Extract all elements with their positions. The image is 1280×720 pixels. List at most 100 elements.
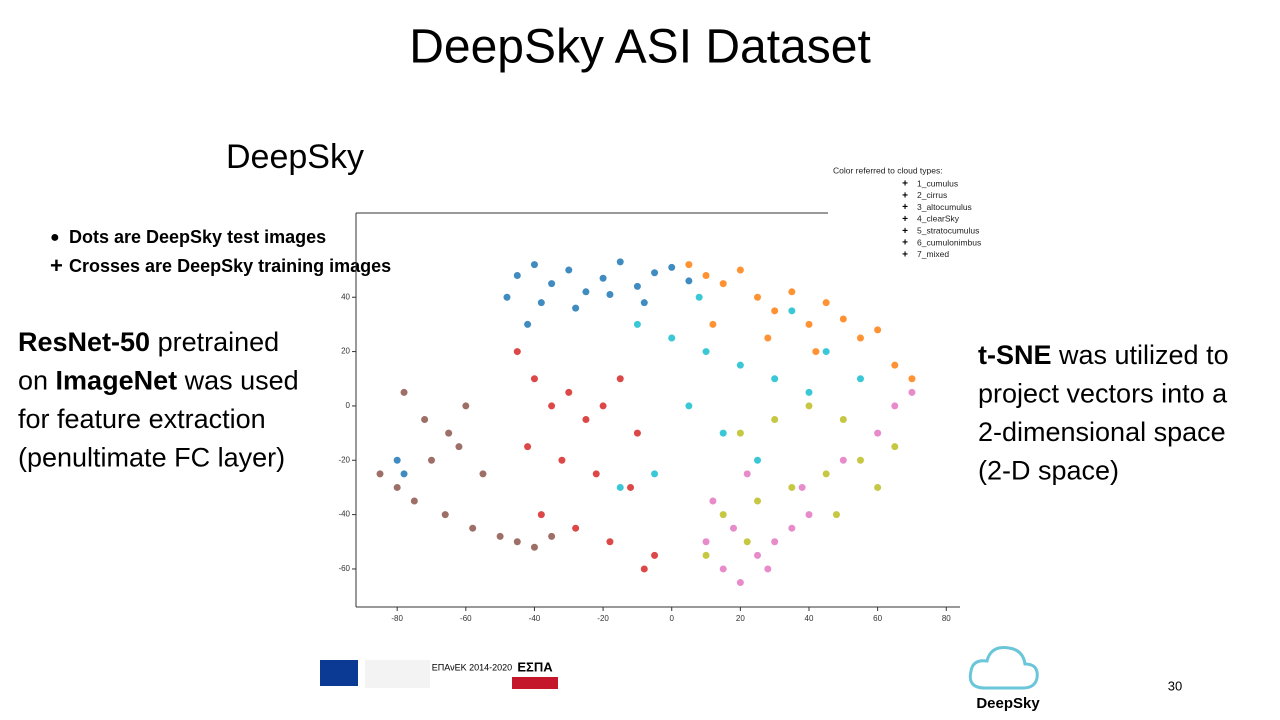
scatter-point [788, 307, 796, 315]
text-segment: ImageNet [56, 366, 178, 396]
y-tick-label: -40 [338, 510, 350, 519]
scatter-point [651, 551, 659, 559]
legend-marker: + [902, 226, 908, 237]
scatter-point [754, 497, 762, 505]
scatter-point [524, 443, 532, 451]
scatter-point [530, 543, 538, 551]
scatter-point [743, 470, 751, 478]
scatter-point [764, 334, 772, 342]
scatter-point [891, 443, 899, 451]
logo-text: DeepSky [976, 695, 1040, 712]
legend-marker: + [902, 190, 908, 201]
scatter-point [822, 299, 830, 307]
scatter-point [764, 565, 772, 573]
scatter-point [616, 375, 624, 383]
scatter-point [754, 293, 762, 301]
scatter-point [627, 483, 635, 491]
scatter-point [709, 497, 717, 505]
scatter-point [874, 429, 882, 437]
scatter-point [606, 291, 614, 299]
scatter-point [633, 429, 641, 437]
paragraph-line: (2-D space) [978, 456, 1119, 486]
text-segment: was used [177, 366, 299, 396]
scatter-point [856, 334, 864, 342]
scatter-point [633, 282, 641, 290]
scatter-point [788, 524, 796, 532]
scatter-point [537, 299, 545, 307]
scatter-point [565, 266, 573, 274]
scatter-point [410, 497, 418, 505]
text-segment: pretrained [150, 327, 279, 357]
paragraph-line: t-SNE was utilized to [978, 340, 1229, 370]
scatter-point [736, 579, 744, 587]
scatter-point [582, 288, 590, 296]
scatter-point [736, 361, 744, 369]
scatter-point [685, 261, 693, 269]
scatter-point [822, 470, 830, 478]
x-tick-label: 40 [805, 614, 814, 623]
scatter-point [633, 320, 641, 328]
scatter-point [479, 470, 487, 478]
paragraph-line: for feature extraction [18, 404, 266, 434]
scatter-point [572, 304, 580, 312]
x-tick-label: 60 [873, 614, 882, 623]
text-segment: ResNet-50 [18, 327, 150, 357]
scatter-point [421, 416, 429, 424]
scatter-point [548, 532, 556, 540]
eu-flag [320, 660, 358, 686]
legend-title: Color referred to cloud types: [833, 165, 943, 175]
scatter-point [856, 456, 864, 464]
x-tick-label: 0 [670, 614, 675, 623]
scatter-point [530, 375, 538, 383]
scatter-point [754, 456, 762, 464]
scatter-point [908, 388, 916, 396]
sponsor: ΕΣΠΑ [517, 659, 553, 674]
bullet-symbol: ● [50, 229, 60, 246]
scatter-point [572, 524, 580, 532]
x-tick-label: -40 [529, 614, 541, 623]
legend-marker: + [902, 249, 908, 260]
scatter-point [709, 320, 717, 328]
paragraph-line: 2-dimensional space [978, 417, 1226, 447]
sponsor: ΕΠΑνΕΚ 2014-2020 [432, 662, 512, 672]
logo-box [512, 677, 558, 689]
scatter-point [513, 348, 521, 356]
scatter-point [441, 511, 449, 519]
scatter-point [805, 388, 813, 396]
scatter-point [393, 456, 401, 464]
scatter-point [668, 263, 676, 271]
scatter-point [812, 348, 820, 356]
scatter-point [798, 483, 806, 491]
scatter-point [537, 511, 545, 519]
legend-marker: + [902, 179, 908, 190]
text-segment: (2-D space) [978, 456, 1119, 486]
scatter-point [702, 551, 710, 559]
scatter-point [455, 443, 463, 451]
text-segment: (penultimate FC layer) [18, 443, 285, 473]
paragraph-line: (penultimate FC layer) [18, 443, 285, 473]
scatter-point [832, 511, 840, 519]
scatter-point [754, 551, 762, 559]
legend-label: 2_cirrus [917, 190, 947, 200]
scatter-point [599, 274, 607, 282]
legend-label: 6_cumulonimbus [917, 237, 981, 247]
text-segment: on [18, 366, 56, 396]
scatter-point [582, 416, 590, 424]
scatter-point [592, 470, 600, 478]
scatter-point [736, 429, 744, 437]
scatter-point [822, 348, 830, 356]
scatter-point [719, 280, 727, 288]
scatter-point [445, 429, 453, 437]
scatter-point [548, 402, 556, 410]
scatter-point [513, 538, 521, 546]
scatter-point [839, 416, 847, 424]
scatter-point [462, 402, 470, 410]
legend-marker: + [902, 202, 908, 213]
scatter-point [640, 565, 648, 573]
scatter-point [702, 348, 710, 356]
legend-label: 1_cumulus [917, 178, 958, 188]
text-segment: 2-dimensional space [978, 417, 1226, 447]
legend-marker: + [902, 238, 908, 249]
scatter-point [668, 334, 676, 342]
